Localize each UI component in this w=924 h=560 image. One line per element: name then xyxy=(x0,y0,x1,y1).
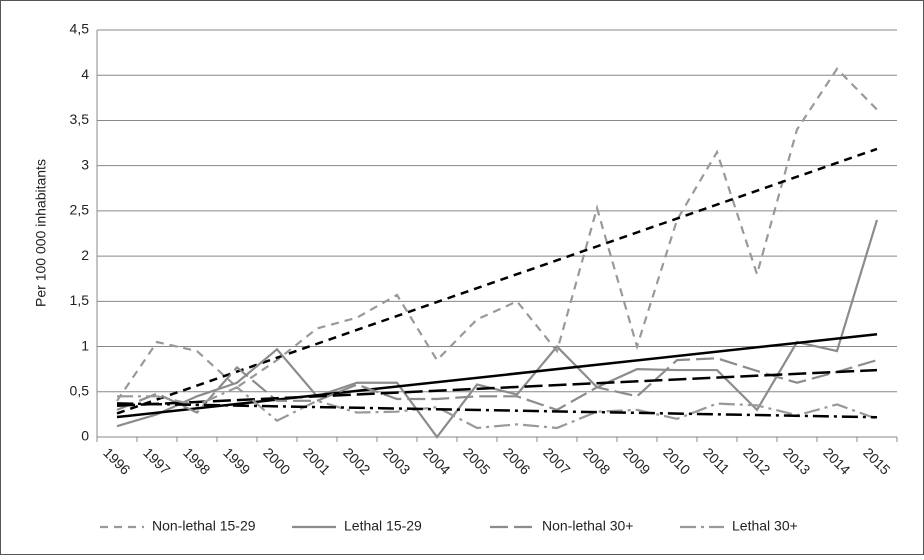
y-tick-label: 1 xyxy=(81,337,89,353)
y-tick-label: 2,5 xyxy=(70,202,90,218)
series-line xyxy=(116,357,878,414)
trend-line xyxy=(116,332,878,419)
legend-label: Lethal 15-29 xyxy=(344,518,422,534)
y-tick-label: 0 xyxy=(81,428,89,444)
legend-label: Non-lethal 30+ xyxy=(542,518,633,534)
trend-line xyxy=(116,402,878,419)
legend-label: Non-lethal 15-29 xyxy=(152,518,256,534)
y-tick-label: 4,5 xyxy=(70,21,90,37)
y-tick-label: 1,5 xyxy=(70,292,90,308)
series-line xyxy=(116,219,879,439)
y-tick-label: 3,5 xyxy=(70,111,90,127)
trend-line xyxy=(116,368,878,407)
series-line xyxy=(116,67,878,402)
y-axis-label: Per 100 000 inhabitants xyxy=(33,159,49,307)
y-tick-label: 4 xyxy=(81,66,89,82)
series-line xyxy=(117,385,878,430)
y-tick-label: 2 xyxy=(81,247,89,263)
y-tick-label: 0,5 xyxy=(70,382,90,398)
y-tick-label: 3 xyxy=(81,156,89,172)
legend-label: Lethal 30+ xyxy=(732,518,798,534)
